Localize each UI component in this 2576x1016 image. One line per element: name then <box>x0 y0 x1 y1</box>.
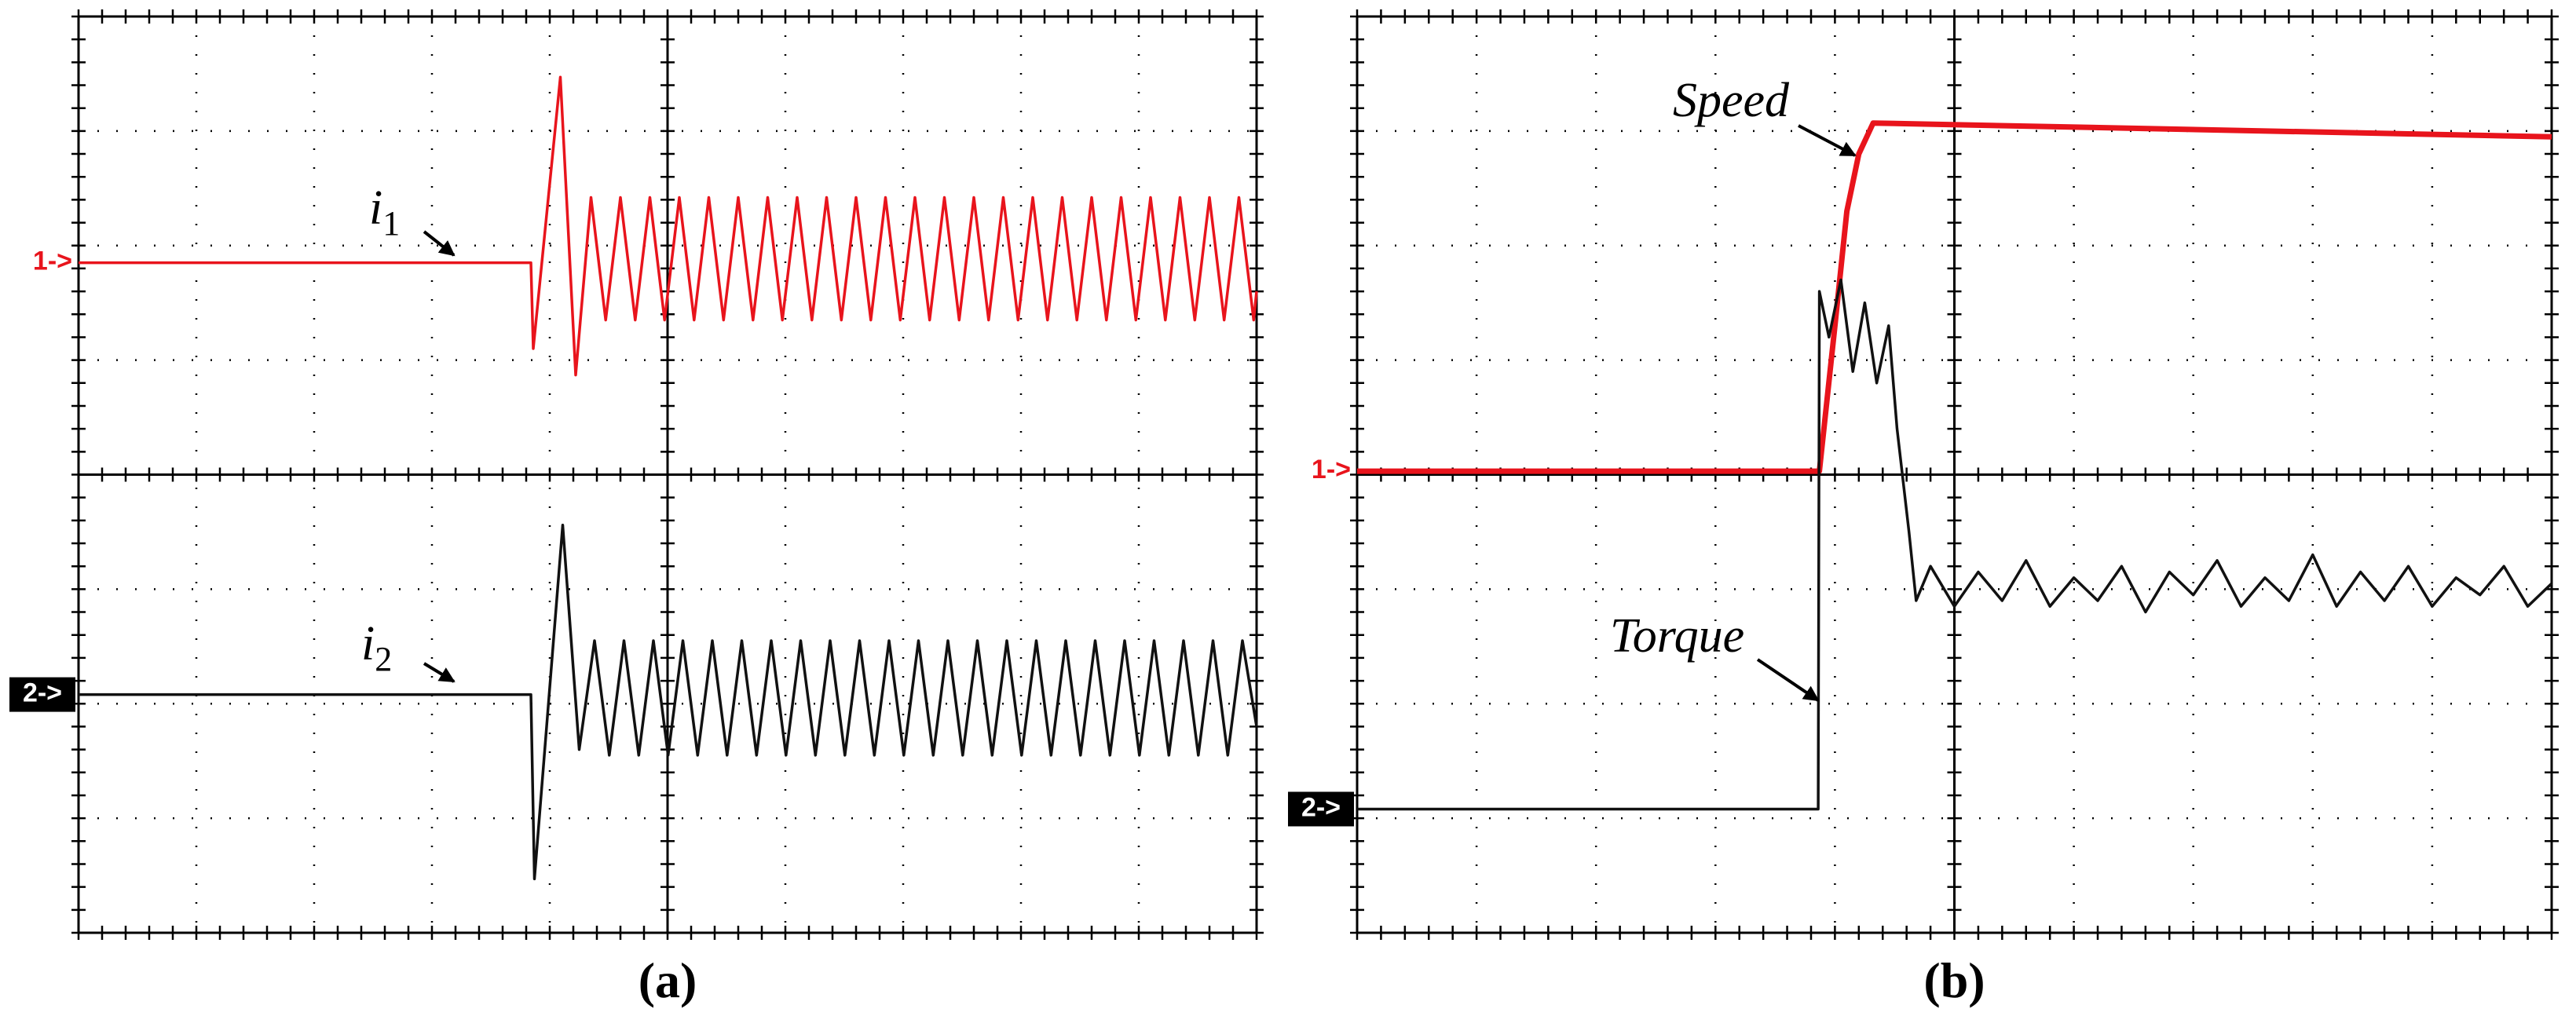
annotation-arrow <box>423 230 456 257</box>
annotation-arrow <box>1798 124 1857 157</box>
trace-label: Torque <box>1610 609 1744 663</box>
trace <box>79 523 1258 881</box>
trace-label-text: Torque <box>1610 609 1744 663</box>
trace-label-subscript: 1 <box>382 204 400 243</box>
channel-marker-box <box>9 677 75 712</box>
trace <box>1357 278 2553 811</box>
panel-caption: (b) <box>1923 952 1985 1008</box>
trace-label-text: i <box>369 181 382 235</box>
trace-label-text: Speed <box>1673 74 1790 127</box>
trace-label: i2 <box>361 617 392 678</box>
trace-label: Speed <box>1673 74 1790 127</box>
channel-marker: 1-> <box>1312 455 1351 484</box>
trace <box>79 75 1258 377</box>
channel-marker: 1-> <box>33 247 72 276</box>
channel-marker: 2-> <box>23 678 62 708</box>
channel-marker: 2-> <box>1301 792 1341 822</box>
panel-caption: (a) <box>639 952 697 1008</box>
annotation-arrow <box>423 662 456 683</box>
annotation-arrow <box>1756 658 1820 702</box>
trace-label-text: i <box>361 617 375 671</box>
trace-label: i1 <box>369 181 400 243</box>
trace-label-subscript: 2 <box>375 640 392 678</box>
channel-marker-box <box>1288 791 1354 827</box>
